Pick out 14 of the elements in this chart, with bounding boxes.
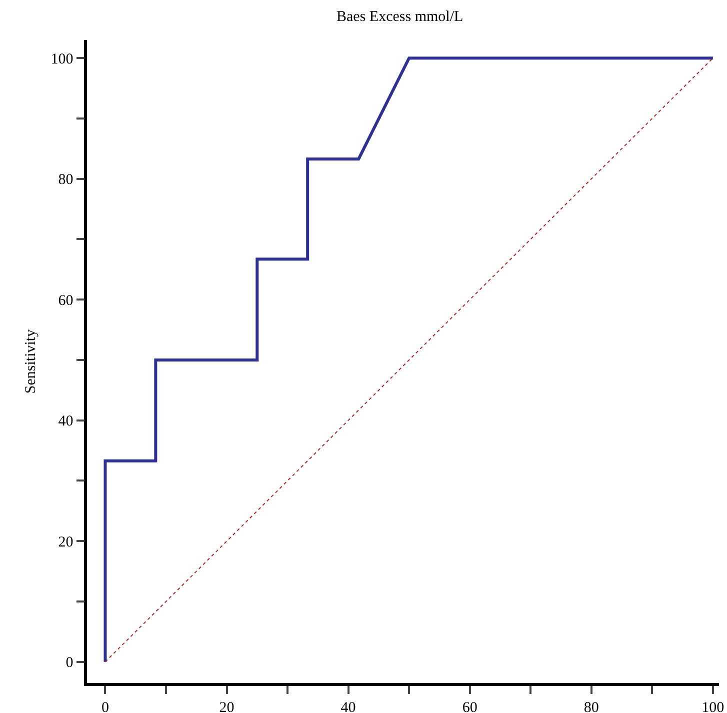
y-tick-label: 100 xyxy=(50,51,74,68)
x-tick-label: 0 xyxy=(101,700,109,713)
y-tick-label: 0 xyxy=(66,655,74,672)
chart-title: Baes Excess mmol/L xyxy=(336,9,464,26)
x-tick-label: 80 xyxy=(584,700,599,713)
y-tick-label: 40 xyxy=(58,414,74,430)
y-tick-label: 60 xyxy=(58,292,74,309)
x-tick-label: 60 xyxy=(462,700,478,713)
y-tick-label: 20 xyxy=(58,534,74,550)
x-tick-label: 20 xyxy=(219,700,234,713)
y-tick-label: 80 xyxy=(58,172,74,188)
x-tick-label: 40 xyxy=(340,700,356,713)
x-tick-label: 100 xyxy=(702,700,724,713)
y-axis-title: Sensitivity xyxy=(23,328,39,394)
